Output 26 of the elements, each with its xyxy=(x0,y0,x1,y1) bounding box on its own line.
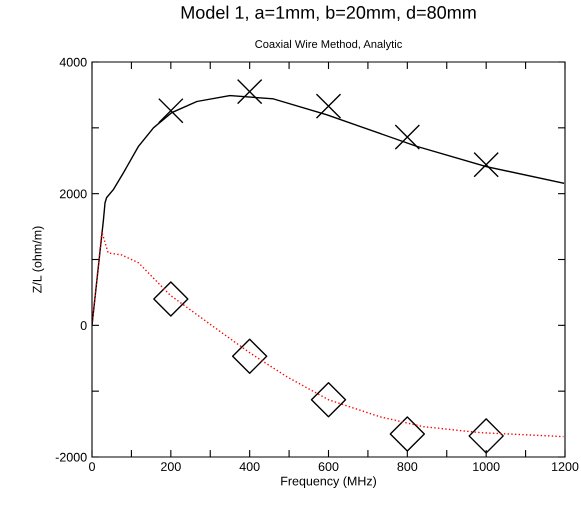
chart-title: Model 1, a=1mm, b=20mm, d=80mm xyxy=(182,6,476,21)
point xyxy=(232,338,268,374)
point xyxy=(473,152,499,178)
chart-subtitle: Coaxial Wire Method, Analytic xyxy=(255,40,402,50)
point xyxy=(468,418,504,454)
y-axis-title: Z/L (ohm/m) xyxy=(32,226,44,293)
x-tick-label: 1000 xyxy=(473,462,500,472)
y-tick-label: 2000 xyxy=(60,189,87,198)
x-axis-title: Frequency (MHz) xyxy=(281,476,376,488)
point xyxy=(236,78,262,104)
x-tick-label: 800 xyxy=(397,462,418,472)
point xyxy=(158,98,184,124)
x-tick-label: 0 xyxy=(89,462,95,472)
point xyxy=(316,93,342,119)
line-series xyxy=(92,231,564,438)
point xyxy=(394,124,420,150)
y-tick-label: 4000 xyxy=(60,58,87,67)
point xyxy=(310,382,346,418)
x-tick-label: 1200 xyxy=(552,462,578,472)
point xyxy=(390,416,426,452)
x-tick-label: 200 xyxy=(161,462,181,472)
x-tick-label: 600 xyxy=(318,462,338,472)
y-tick-label: -2000 xyxy=(56,452,87,462)
x-tick-label: 400 xyxy=(240,462,260,472)
point xyxy=(153,281,189,317)
y-tick-label: 0 xyxy=(80,321,87,330)
